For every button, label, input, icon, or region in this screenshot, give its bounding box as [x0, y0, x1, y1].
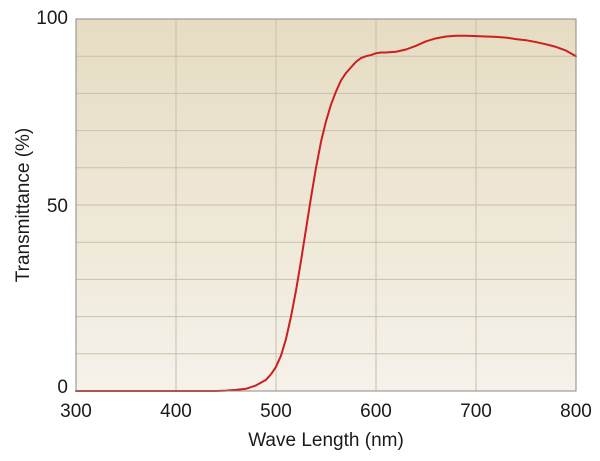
x-tick-label: 500: [260, 401, 292, 422]
y-tick-label: 0: [57, 377, 68, 398]
y-tick-label: 100: [36, 8, 68, 29]
x-tick-label: 600: [360, 401, 392, 422]
y-axis-label: Transmittance (%): [13, 128, 34, 283]
y-axis-ticks: 0 50 100: [36, 8, 68, 398]
plot-frame: [75, 18, 577, 392]
x-tick-label: 800: [560, 401, 592, 422]
grid-lines: [76, 19, 576, 391]
x-axis-label: Wave Length (nm): [248, 430, 404, 451]
series-line-0: [75, 34, 577, 392]
x-tick-label: 700: [460, 401, 492, 422]
x-axis-ticks: 300 400 500 600 700 800: [60, 401, 592, 422]
series-layer: [75, 34, 577, 392]
x-tick-label: 300: [60, 401, 92, 422]
y-tick-label: 50: [47, 196, 68, 217]
x-tick-label: 400: [160, 401, 192, 422]
